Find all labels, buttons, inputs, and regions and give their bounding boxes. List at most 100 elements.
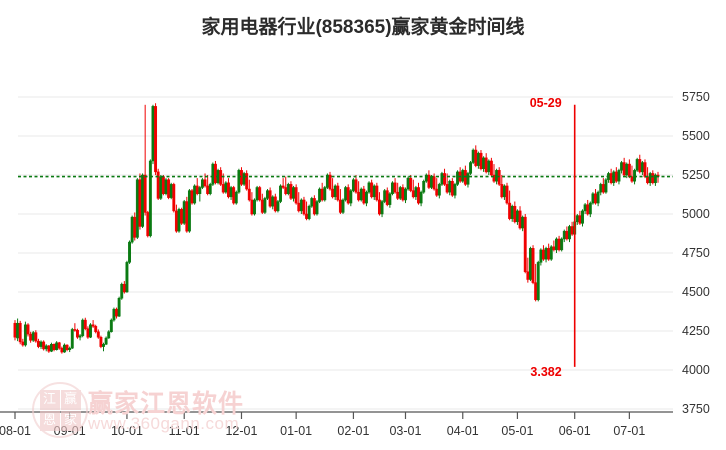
candle-body (443, 173, 446, 185)
candle-body (47, 345, 51, 352)
candle-body (487, 160, 491, 173)
candle-body (63, 344, 66, 353)
candle-body (237, 170, 241, 193)
candle-body (440, 173, 444, 185)
candle-body (135, 179, 139, 238)
candle-body (411, 190, 415, 198)
candle-body (635, 159, 639, 171)
candle-body (396, 191, 400, 199)
candle-body (130, 216, 134, 243)
candle-body (568, 226, 571, 240)
candle-body (544, 248, 548, 260)
candle-body (450, 180, 454, 196)
candle-body (141, 174, 145, 227)
candle-body (154, 106, 158, 173)
marker-labels-group: 05-29 3.382 (530, 96, 562, 379)
candle-body (310, 198, 314, 207)
candle-body (122, 283, 126, 293)
candle-body (146, 212, 150, 237)
candle-body (648, 173, 652, 184)
candle-body (609, 173, 613, 184)
candle-body (55, 342, 59, 350)
candle-body (398, 187, 402, 199)
candle-body (469, 162, 473, 174)
candle-body (320, 188, 324, 201)
candle-body (575, 215, 579, 223)
candle-body (221, 184, 225, 193)
candle-body (515, 210, 519, 223)
y-axis-tick-label: 5000 (682, 207, 710, 221)
candle-body (333, 185, 337, 198)
candle-body (318, 188, 322, 202)
logo-char-0: 江 (39, 389, 60, 410)
candle-body (245, 173, 249, 190)
candle-body (299, 199, 303, 212)
candle-body (266, 190, 269, 199)
y-axis-tick-label: 4500 (682, 285, 710, 299)
candle-body (638, 159, 642, 173)
candle-body (229, 187, 233, 198)
candle-body (502, 185, 506, 198)
candle-body (375, 185, 379, 201)
candle-body (646, 176, 650, 184)
candle-body (91, 324, 95, 327)
candle-body (437, 184, 441, 196)
candle-body (364, 191, 368, 204)
candle-body (380, 201, 384, 215)
candle-body (57, 342, 61, 349)
candle-body (187, 190, 191, 232)
candle-body (385, 190, 389, 205)
candle-body (94, 326, 98, 333)
x-axis-tick-label: 01-01 (280, 424, 312, 438)
marker-date-label: 05-29 (530, 96, 562, 110)
candle-body (346, 187, 350, 204)
candle-body (125, 262, 129, 293)
candle-body (510, 205, 514, 219)
candle-body (536, 262, 540, 301)
candle-body (640, 162, 644, 173)
candle-body (227, 182, 230, 198)
candle-body (388, 193, 392, 205)
candle-body (599, 184, 603, 193)
candle-body (351, 179, 355, 191)
candle-body (560, 238, 564, 251)
x-axis-tick-label: 04-01 (447, 424, 479, 438)
candle-body (242, 173, 246, 185)
candle-body (177, 209, 181, 232)
candle-body (643, 162, 647, 177)
candle-body (453, 184, 457, 196)
candle-body (185, 201, 189, 232)
candle-body (169, 184, 173, 198)
candle-body (547, 248, 551, 260)
candle-body (562, 230, 566, 240)
candle-body (89, 324, 92, 338)
candle-body (414, 187, 418, 198)
candle-body (427, 174, 431, 188)
candle-body (432, 176, 436, 190)
candle-body (417, 187, 420, 204)
candle-body (268, 190, 272, 207)
candle-body (76, 329, 79, 338)
candle-body (276, 201, 280, 212)
candle-body (305, 213, 309, 219)
candle-body (200, 179, 204, 188)
candle-body (448, 180, 452, 193)
candle-body (552, 246, 556, 251)
candle-body (73, 329, 77, 331)
candle-body (505, 185, 509, 204)
candle-body (430, 176, 433, 188)
candle-body (513, 205, 517, 223)
candle-body (570, 226, 574, 235)
y-axis-tick-label: 4000 (682, 363, 710, 377)
candle-body (625, 163, 629, 176)
candle-body (21, 341, 25, 346)
candle-body (419, 191, 423, 204)
brand-logo-watermark: 江 赢 恩 家 (32, 382, 88, 438)
candle-body (211, 163, 215, 185)
candle-body (422, 180, 426, 193)
candle-body (378, 199, 381, 215)
x-axis-tick-label: 02-01 (337, 424, 369, 438)
candle-body (357, 191, 361, 201)
candle-body (614, 171, 618, 182)
